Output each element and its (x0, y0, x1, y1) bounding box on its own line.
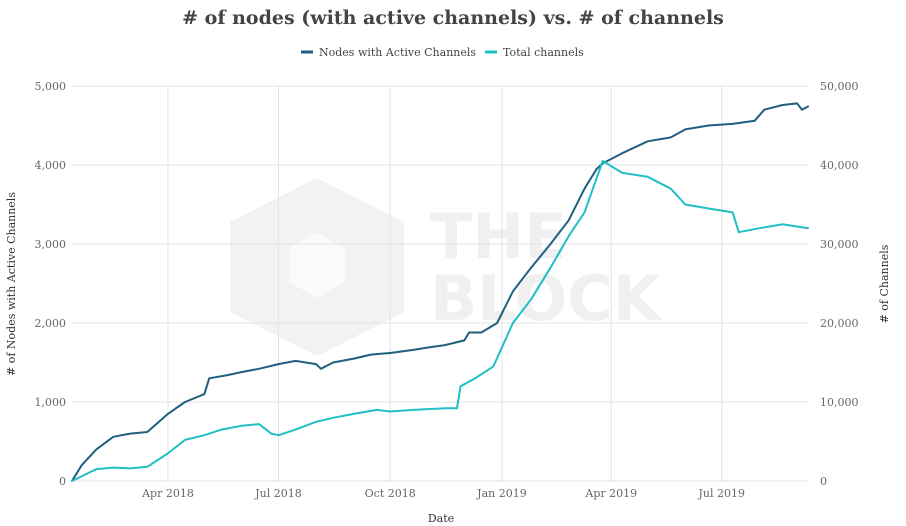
y-left-tick-label: 5,000 (35, 80, 67, 93)
y-right-tick-label: 20,000 (820, 317, 859, 330)
y-right-tick-label: 30,000 (820, 238, 859, 251)
grid (72, 85, 808, 482)
legend-label-channels: Total channels (503, 46, 584, 59)
series-line-nodes (71, 102, 809, 482)
y-axis-right-title: # of Channels (878, 244, 891, 323)
y-axis-left-title: # of Nodes with Active Channels (5, 192, 18, 376)
x-tick-label: Oct 2018 (365, 487, 416, 500)
y-left-tick-label: 1,000 (35, 396, 67, 409)
x-tick-label: Jan 2019 (476, 487, 527, 500)
x-tick-label: Jul 2019 (698, 487, 746, 500)
watermark: THE BLOCK (230, 178, 663, 356)
x-axis-title: Date (428, 512, 454, 525)
y-left-tick-label: 4,000 (35, 159, 67, 172)
chart-title: # of nodes (with active channels) vs. # … (182, 7, 724, 29)
y-left-tick-label: 2,000 (35, 317, 67, 330)
y-right-tick-label: 10,000 (820, 396, 859, 409)
legend: Nodes with Active Channels Total channel… (301, 46, 584, 59)
x-tick-label: Apr 2018 (141, 487, 194, 500)
legend-item-nodes[interactable]: Nodes with Active Channels (301, 46, 476, 59)
y-left-tick-label: 3,000 (35, 238, 67, 251)
x-tick-label: Jul 2018 (254, 487, 302, 500)
y-right-tick-label: 0 (820, 475, 827, 488)
legend-label-nodes: Nodes with Active Channels (319, 46, 476, 59)
y-right-tick-label: 40,000 (820, 159, 859, 172)
legend-item-channels[interactable]: Total channels (485, 46, 584, 59)
y-right-tick-label: 50,000 (820, 80, 859, 93)
series-lines (71, 102, 809, 482)
tick-labels: 0 0 1,000 10,000 2,000 20,000 3,000 30,000 4,000… (35, 80, 859, 500)
y-left-tick-label: 0 (59, 475, 66, 488)
x-tick-label: Apr 2019 (584, 487, 637, 500)
watermark-cube-inner (289, 232, 345, 298)
watermark-text-line1: THE (430, 200, 567, 273)
series-line-channels (71, 160, 809, 482)
